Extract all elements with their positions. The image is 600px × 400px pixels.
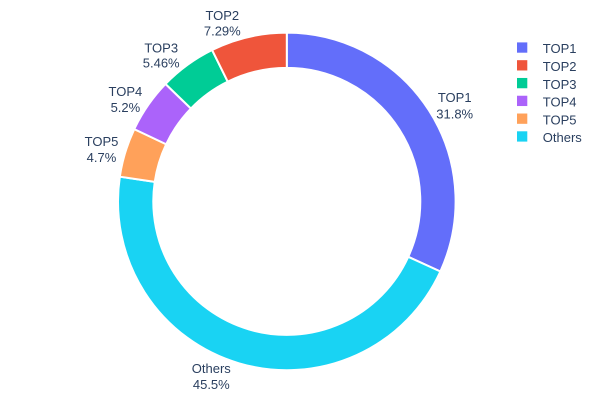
svg-text:TOP5: TOP5 (543, 112, 577, 127)
svg-text:TOP2: TOP2 (205, 8, 239, 23)
svg-text:TOP2: TOP2 (543, 59, 577, 74)
svg-text:TOP3: TOP3 (543, 77, 577, 92)
svg-text:5.46%: 5.46% (143, 55, 180, 70)
svg-text:TOP3: TOP3 (144, 40, 178, 55)
svg-text:TOP1: TOP1 (543, 41, 577, 56)
svg-text:31.8%: 31.8% (436, 106, 473, 121)
svg-text:7.29%: 7.29% (204, 23, 241, 38)
svg-text:Others: Others (192, 361, 232, 376)
svg-text:TOP4: TOP4 (543, 95, 577, 110)
svg-text:5.2%: 5.2% (111, 100, 141, 115)
svg-text:TOP4: TOP4 (109, 84, 143, 99)
svg-text:45.5%: 45.5% (193, 377, 230, 392)
svg-text:4.7%: 4.7% (87, 150, 117, 165)
svg-text:TOP1: TOP1 (438, 90, 472, 105)
svg-text:Others: Others (543, 130, 583, 145)
svg-text:TOP5: TOP5 (85, 134, 119, 149)
